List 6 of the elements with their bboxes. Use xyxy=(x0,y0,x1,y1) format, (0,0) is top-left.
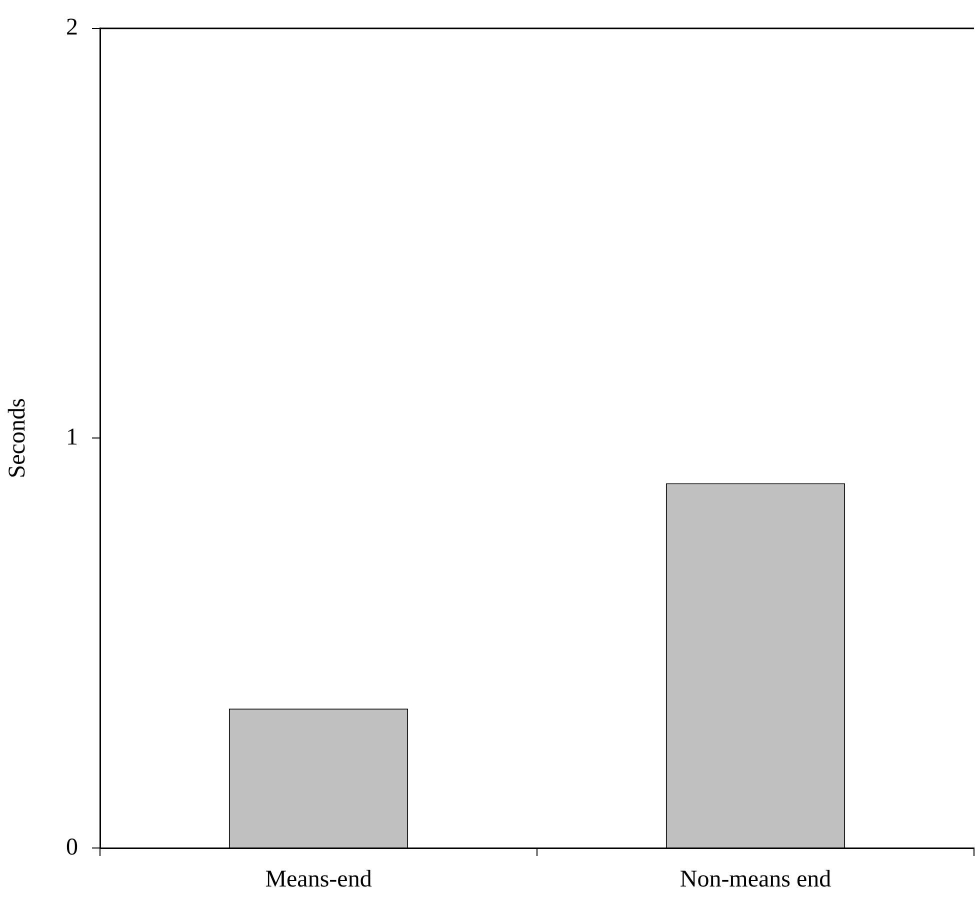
y-tick-label: 1 xyxy=(66,424,78,450)
y-tick-label: 0 xyxy=(66,834,78,860)
y-axis-title: Seconds xyxy=(4,398,31,478)
x-tick-label: Non-means end xyxy=(680,866,832,893)
y-tick-label: 2 xyxy=(66,14,78,41)
x-tick-label: Means-end xyxy=(265,866,372,893)
